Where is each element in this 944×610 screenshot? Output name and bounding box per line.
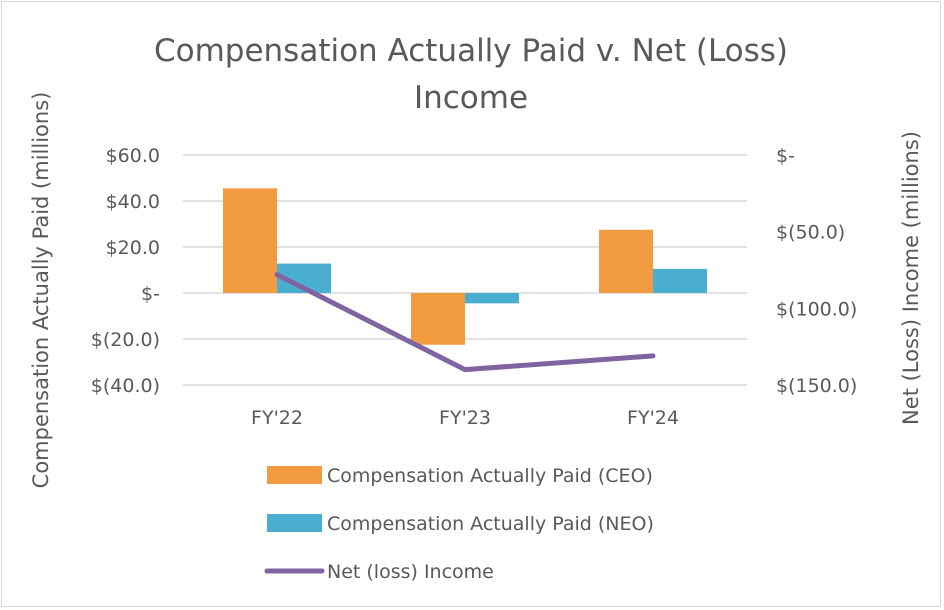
y-tick-label-0: $60.0	[106, 145, 160, 167]
category-label-0: FY'22	[251, 407, 303, 429]
y-tick-label-3: $-	[141, 283, 160, 305]
y2-tick-label-2: $(100.0)	[776, 298, 857, 320]
bar-ceo-1	[411, 293, 465, 345]
y2-axis-title: Net (Loss) Income (millions)	[899, 131, 923, 425]
bars	[223, 188, 707, 345]
y-tick-label-4: $(20.0)	[91, 329, 160, 351]
category-label-1: FY'23	[439, 407, 491, 429]
net-income-polyline	[274, 272, 656, 373]
bar-neo-1	[465, 293, 519, 304]
y-tick-label-5: $(40.0)	[91, 375, 160, 397]
category-label-2: FY'24	[627, 407, 679, 429]
legend-label-1: Compensation Actually Paid (NEO)	[327, 513, 654, 535]
legend: Compensation Actually Paid (CEO) Compensa…	[264, 465, 654, 583]
y-axis-ticks: $60.0 $40.0 $20.0 $- $(20.0) $(40.0)	[91, 145, 160, 397]
legend-label-0: Compensation Actually Paid (CEO)	[327, 465, 653, 487]
legend-label-2: Net (loss) Income	[327, 561, 494, 583]
y2-tick-label-3: $(150.0)	[776, 375, 857, 397]
net-income-line	[274, 272, 656, 373]
category-labels: FY'22 FY'23 FY'24	[251, 407, 679, 429]
y2-tick-label-1: $(50.0)	[776, 222, 845, 244]
chart-title-line-1: Compensation Actually Paid v. Net (Loss)	[154, 33, 788, 69]
legend-swatch-1	[267, 514, 322, 532]
bar-ceo-0	[223, 188, 277, 293]
legend-swatch-0	[267, 466, 322, 484]
y2-axis-ticks: $- $(50.0) $(100.0) $(150.0)	[776, 145, 857, 397]
y-tick-label-1: $40.0	[106, 191, 160, 213]
y2-tick-label-0: $-	[776, 145, 795, 167]
chart-title-line-2: Income	[414, 80, 528, 116]
y-tick-label-2: $20.0	[106, 237, 160, 259]
bar-ceo-2	[599, 229, 653, 293]
bar-neo-2	[653, 268, 707, 293]
y-axis-title: Compensation Actually Paid (millions)	[29, 92, 53, 489]
